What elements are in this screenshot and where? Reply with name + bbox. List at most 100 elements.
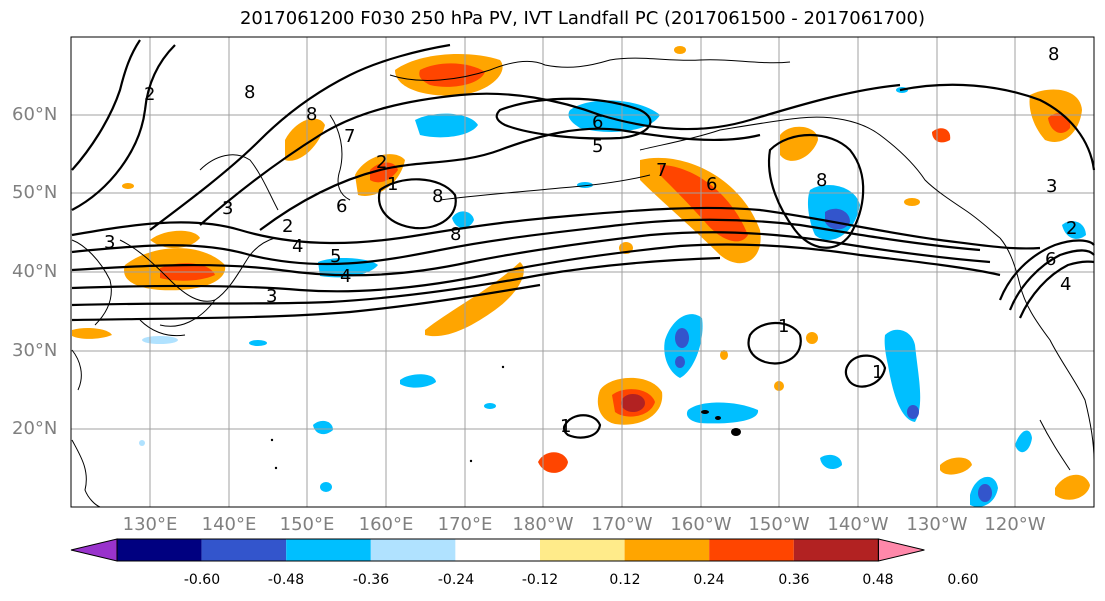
anomaly-patch-central-small-1 [806, 332, 818, 344]
colorbar-segment [793, 539, 879, 561]
coastline-baja [1039, 419, 1071, 471]
pv-contour-upper-1 [71, 44, 176, 211]
pv-contour-gulf-2 [899, 83, 1096, 171]
pv-contour-closed-4 [844, 354, 887, 388]
colorbar-tick-label: 0.24 [693, 572, 725, 588]
pv-contour-gulf-1 [767, 133, 865, 249]
pv-contour-label: 8 [450, 224, 461, 245]
pv-contour-label: 3 [104, 232, 115, 253]
colorbar-extend-min [70, 538, 118, 562]
island-hawaii-3 [731, 428, 741, 436]
map-frame [70, 36, 1095, 508]
anomaly-patch-alaska-south [904, 198, 920, 206]
gridlines [71, 37, 1094, 507]
colorbar-tick-label: -0.60 [183, 572, 221, 588]
island-dot-2 [274, 466, 278, 470]
pv-contour-label: 8 [1048, 44, 1059, 65]
pv-contour-4 [71, 243, 1001, 293]
lat-label-30n: 30°N [12, 340, 58, 361]
colorbar-tick-label: 0.36 [778, 572, 810, 588]
anomaly-core-central-blue [675, 328, 689, 348]
pv-contour-label: 3 [222, 198, 233, 219]
pv-contour-label: 7 [344, 126, 355, 147]
anomaly-patch-small-blue-2 [249, 340, 267, 346]
anomaly-core-central-blue-2 [675, 356, 685, 368]
island-dot-3 [469, 459, 473, 463]
pv-contour-6 [71, 283, 541, 322]
lon-label-170e: 170°E [437, 514, 493, 535]
colorbar [70, 538, 925, 562]
pv-contour-label: 8 [432, 186, 443, 207]
anomaly-core-west-us [1048, 113, 1071, 133]
anomaly-patch-hawaii-blue [686, 402, 759, 424]
pv-contour-label: 8 [244, 82, 255, 103]
pv-contour-east-1 [998, 239, 1095, 301]
lat-label-40n: 40°N [12, 261, 58, 282]
pv-contour-label: 1 [560, 416, 571, 437]
map-title: 2017061200 F030 250 hPa PV, IVT Landfall… [239, 8, 926, 29]
anomaly-patch-small-blue-1 [142, 336, 178, 344]
colorbar-outline [116, 538, 879, 562]
colorbar-tick-label: 0.12 [609, 572, 641, 588]
colorbar-segment [540, 539, 625, 561]
coastline-bc-us [999, 237, 1095, 461]
anomaly-patch-se-blue-2 [1015, 430, 1032, 453]
pv-contour-label: 8 [306, 104, 317, 125]
colorbar-segment [117, 539, 202, 561]
island-hawaii-2 [715, 416, 721, 420]
anomaly-core-kamchatka [419, 63, 485, 87]
pv-contour-label: 5 [592, 136, 603, 157]
lon-label-130w: 130°W [906, 514, 968, 535]
pv-contour-3 [71, 231, 991, 277]
pv-contour-label: 8 [816, 170, 827, 191]
anomaly-patch-japan-small [150, 230, 200, 249]
island-hawaii-1 [701, 410, 709, 414]
pv-contour-label: 1 [872, 362, 883, 383]
pv-contour-label: 1 [778, 316, 789, 337]
coastline-siberia [389, 57, 791, 81]
colorbar-tick-label: 0.48 [862, 572, 894, 588]
pv-contours [71, 39, 1096, 439]
pv-contour-label: 3 [1046, 176, 1057, 197]
lon-label-170w: 170°W [591, 514, 653, 535]
anomaly-core-east-blue [907, 405, 919, 419]
pv-contour-label: 6 [592, 112, 603, 133]
island-dot-1 [270, 438, 274, 442]
colorbar-tick-label: 0.60 [947, 572, 979, 588]
pv-contour-label: 2 [144, 84, 155, 105]
pv-contour-upper-3 [199, 83, 901, 226]
island-dot-4 [501, 365, 505, 369]
coastline-korea-china [71, 239, 112, 508]
pv-contour-closed-2 [495, 97, 652, 140]
anomaly-patch-sw-blue-2 [313, 420, 333, 435]
pv-contour-2 [71, 218, 981, 266]
pv-contour-5 [71, 256, 721, 307]
pv-contour-east-3 [1018, 260, 1095, 319]
colorbar-segment [709, 539, 794, 561]
map-panel: 2 8 8 7 1 2 5 3 8 6 8 3 2 4 5 3 4 6 7 8 … [70, 36, 1096, 508]
pv-contour-label: 4 [292, 236, 303, 257]
pv-contour-label: 2 [282, 216, 293, 237]
anomaly-core-se-blue [978, 484, 992, 502]
anomaly-patch-small-blue-6 [139, 440, 145, 446]
colorbar-tick-label: -0.12 [521, 572, 559, 588]
lon-label-150e: 150°E [279, 514, 335, 535]
pv-contour-upper-2 [149, 43, 451, 231]
pv-contour-label: 1 [387, 174, 398, 195]
anomaly-max-subtropic-center [621, 394, 645, 412]
lon-label-120w: 120°W [984, 514, 1046, 535]
pv-contour-top-left [71, 39, 141, 171]
coastline-alaska [639, 116, 1001, 239]
colorbar-extend-max [877, 538, 925, 562]
lon-label-160w: 160°W [670, 514, 732, 535]
anomaly-patch-ne-blue [1062, 221, 1086, 239]
anomaly-patch-dateline-blue [452, 211, 474, 228]
coastline-japan [119, 237, 276, 337]
lon-label-150w: 150°W [748, 514, 810, 535]
anomaly-patch-central-small-2 [720, 350, 728, 360]
lon-label-140w: 140°W [827, 514, 889, 535]
pv-contour-east-2 [1008, 249, 1095, 311]
colorbar-segment [286, 539, 371, 561]
lon-label-180w: 180°W [512, 514, 574, 535]
